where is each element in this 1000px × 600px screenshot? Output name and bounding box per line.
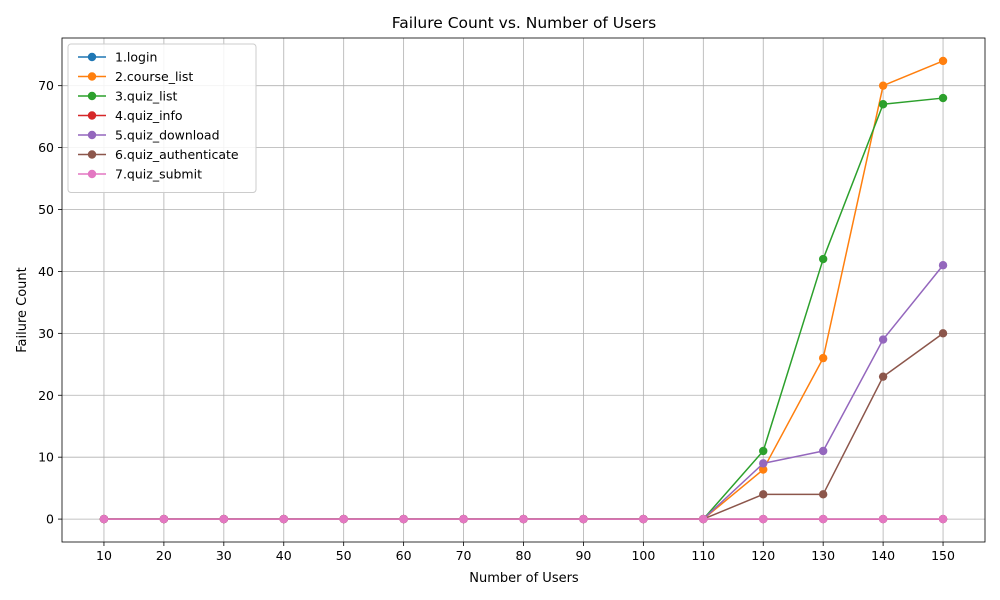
x-tick-label: 70 xyxy=(456,548,472,563)
legend-item: 2.course_list xyxy=(78,69,193,84)
x-tick-label: 50 xyxy=(336,548,352,563)
data-point xyxy=(699,514,708,524)
x-axis-label: Number of Users xyxy=(469,571,579,586)
data-point xyxy=(878,100,888,109)
data-point xyxy=(759,459,768,468)
data-point xyxy=(459,514,468,524)
data-point xyxy=(159,514,169,524)
data-point xyxy=(878,514,888,524)
data-point xyxy=(279,514,288,524)
legend-swatch-marker xyxy=(87,111,97,120)
y-axis-label: Failure Count xyxy=(15,267,30,353)
x-tick-label: 100 xyxy=(631,548,655,563)
data-point xyxy=(759,446,768,456)
data-point xyxy=(99,514,109,524)
y-tick-label: 40 xyxy=(38,264,54,279)
data-point xyxy=(759,514,768,524)
legend-label: 6.quiz_authenticate xyxy=(115,147,239,162)
legend-item: 5.quiz_download xyxy=(78,128,220,143)
y-tick-label: 50 xyxy=(38,202,54,217)
data-point xyxy=(579,514,588,524)
x-tick-label: 150 xyxy=(931,548,955,563)
x-tick-label: 30 xyxy=(216,548,232,563)
legend-box xyxy=(67,43,257,193)
legend-swatch-marker xyxy=(87,130,97,140)
data-point xyxy=(818,254,828,264)
legend-item: 7.quiz_submit xyxy=(78,167,202,182)
legend-item: 3.quiz_list xyxy=(78,89,178,104)
x-tick-label: 90 xyxy=(575,548,591,563)
y-axis: 0 10 20 30 40 50 60 70 xyxy=(38,78,62,527)
legend-label: 2.course_list xyxy=(115,69,193,84)
data-point xyxy=(399,514,408,524)
y-tick-label: 60 xyxy=(38,140,54,155)
y-tick-label: 30 xyxy=(38,326,54,341)
legend-label: 1.login xyxy=(115,50,157,65)
data-point xyxy=(818,353,828,363)
legend-label: 4.quiz_info xyxy=(115,108,183,123)
data-point xyxy=(759,465,768,474)
x-axis: 10 20 30 40 50 60 70 80 90 100 110 120 130 140 150 xyxy=(96,542,955,563)
data-point xyxy=(818,490,828,499)
legend: 1.login 2.course_list 3.quiz_list 4.quiz_in… xyxy=(67,43,257,193)
x-tick-label: 80 xyxy=(516,548,532,563)
legend-label: 5.quiz_download xyxy=(115,128,220,143)
legend-label: 3.quiz_list xyxy=(115,89,178,104)
data-point xyxy=(818,446,828,456)
x-tick-label: 110 xyxy=(691,548,715,563)
legend-swatch-marker xyxy=(87,91,97,101)
legend-swatch-marker xyxy=(87,52,97,62)
legend-item: 6.quiz_authenticate xyxy=(78,147,239,162)
data-point xyxy=(818,514,828,524)
x-tick-label: 140 xyxy=(871,548,895,563)
data-point xyxy=(519,514,528,524)
x-tick-label: 120 xyxy=(751,548,775,563)
data-point xyxy=(938,514,948,524)
data-point xyxy=(878,372,888,381)
legend-item: 1.login xyxy=(78,50,157,65)
data-point xyxy=(759,490,768,499)
x-tick-label: 10 xyxy=(96,548,112,563)
series-layer xyxy=(99,56,948,524)
legend-swatch-marker xyxy=(87,72,97,81)
chart-title: Failure Count vs. Number of Users xyxy=(392,14,656,32)
data-point xyxy=(639,514,648,524)
y-tick-label: 20 xyxy=(38,388,54,403)
legend-label: 7.quiz_submit xyxy=(115,167,202,182)
y-tick-label: 0 xyxy=(46,512,54,527)
x-tick-label: 20 xyxy=(156,548,172,563)
data-point xyxy=(878,81,888,90)
y-tick-label: 10 xyxy=(38,450,54,465)
x-tick-label: 40 xyxy=(276,548,292,563)
y-tick-label: 70 xyxy=(38,78,54,93)
legend-swatch-marker xyxy=(87,150,97,159)
legend-item: 4.quiz_info xyxy=(78,108,183,123)
data-point xyxy=(938,329,948,338)
data-point xyxy=(938,261,948,270)
data-point xyxy=(339,514,348,524)
series-7-quiz-submit xyxy=(99,514,948,524)
x-tick-label: 60 xyxy=(396,548,412,563)
legend-swatch-marker xyxy=(87,169,97,179)
data-point xyxy=(938,56,948,66)
data-point xyxy=(938,93,948,103)
x-tick-label: 130 xyxy=(811,548,835,563)
data-point xyxy=(878,335,888,344)
data-point xyxy=(219,514,229,524)
